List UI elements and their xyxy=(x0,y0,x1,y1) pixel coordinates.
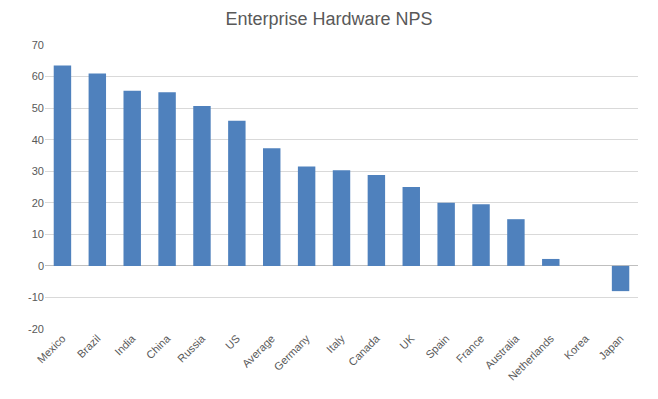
svg-text:Netherlands: Netherlands xyxy=(506,332,557,383)
svg-text:China: China xyxy=(144,332,173,361)
svg-text:Mexico: Mexico xyxy=(35,332,68,365)
svg-text:Enterprise Hardware NPS: Enterprise Hardware NPS xyxy=(225,9,432,29)
svg-text:40: 40 xyxy=(32,134,44,146)
svg-text:0: 0 xyxy=(38,260,44,272)
svg-text:30: 30 xyxy=(32,165,44,177)
svg-text:60: 60 xyxy=(32,70,44,82)
svg-text:Germany: Germany xyxy=(271,332,312,373)
svg-text:Korea: Korea xyxy=(562,332,592,362)
svg-text:France: France xyxy=(454,332,487,365)
svg-text:20: 20 xyxy=(32,197,44,209)
svg-text:US: US xyxy=(223,332,242,351)
svg-text:Average: Average xyxy=(240,332,277,369)
svg-text:Japan: Japan xyxy=(596,332,626,362)
svg-text:-10: -10 xyxy=(28,291,44,303)
svg-text:Canada: Canada xyxy=(346,332,382,368)
svg-text:70: 70 xyxy=(32,39,44,51)
svg-text:-20: -20 xyxy=(28,323,44,335)
svg-text:India: India xyxy=(112,332,138,358)
svg-text:UK: UK xyxy=(397,332,417,352)
svg-text:Spain: Spain xyxy=(423,332,451,360)
svg-text:Italy: Italy xyxy=(324,332,347,355)
svg-text:10: 10 xyxy=(32,228,44,240)
svg-text:Russia: Russia xyxy=(175,332,208,365)
svg-text:50: 50 xyxy=(32,102,44,114)
svg-text:Brazil: Brazil xyxy=(75,332,103,360)
svg-text:Australia: Australia xyxy=(482,332,521,371)
